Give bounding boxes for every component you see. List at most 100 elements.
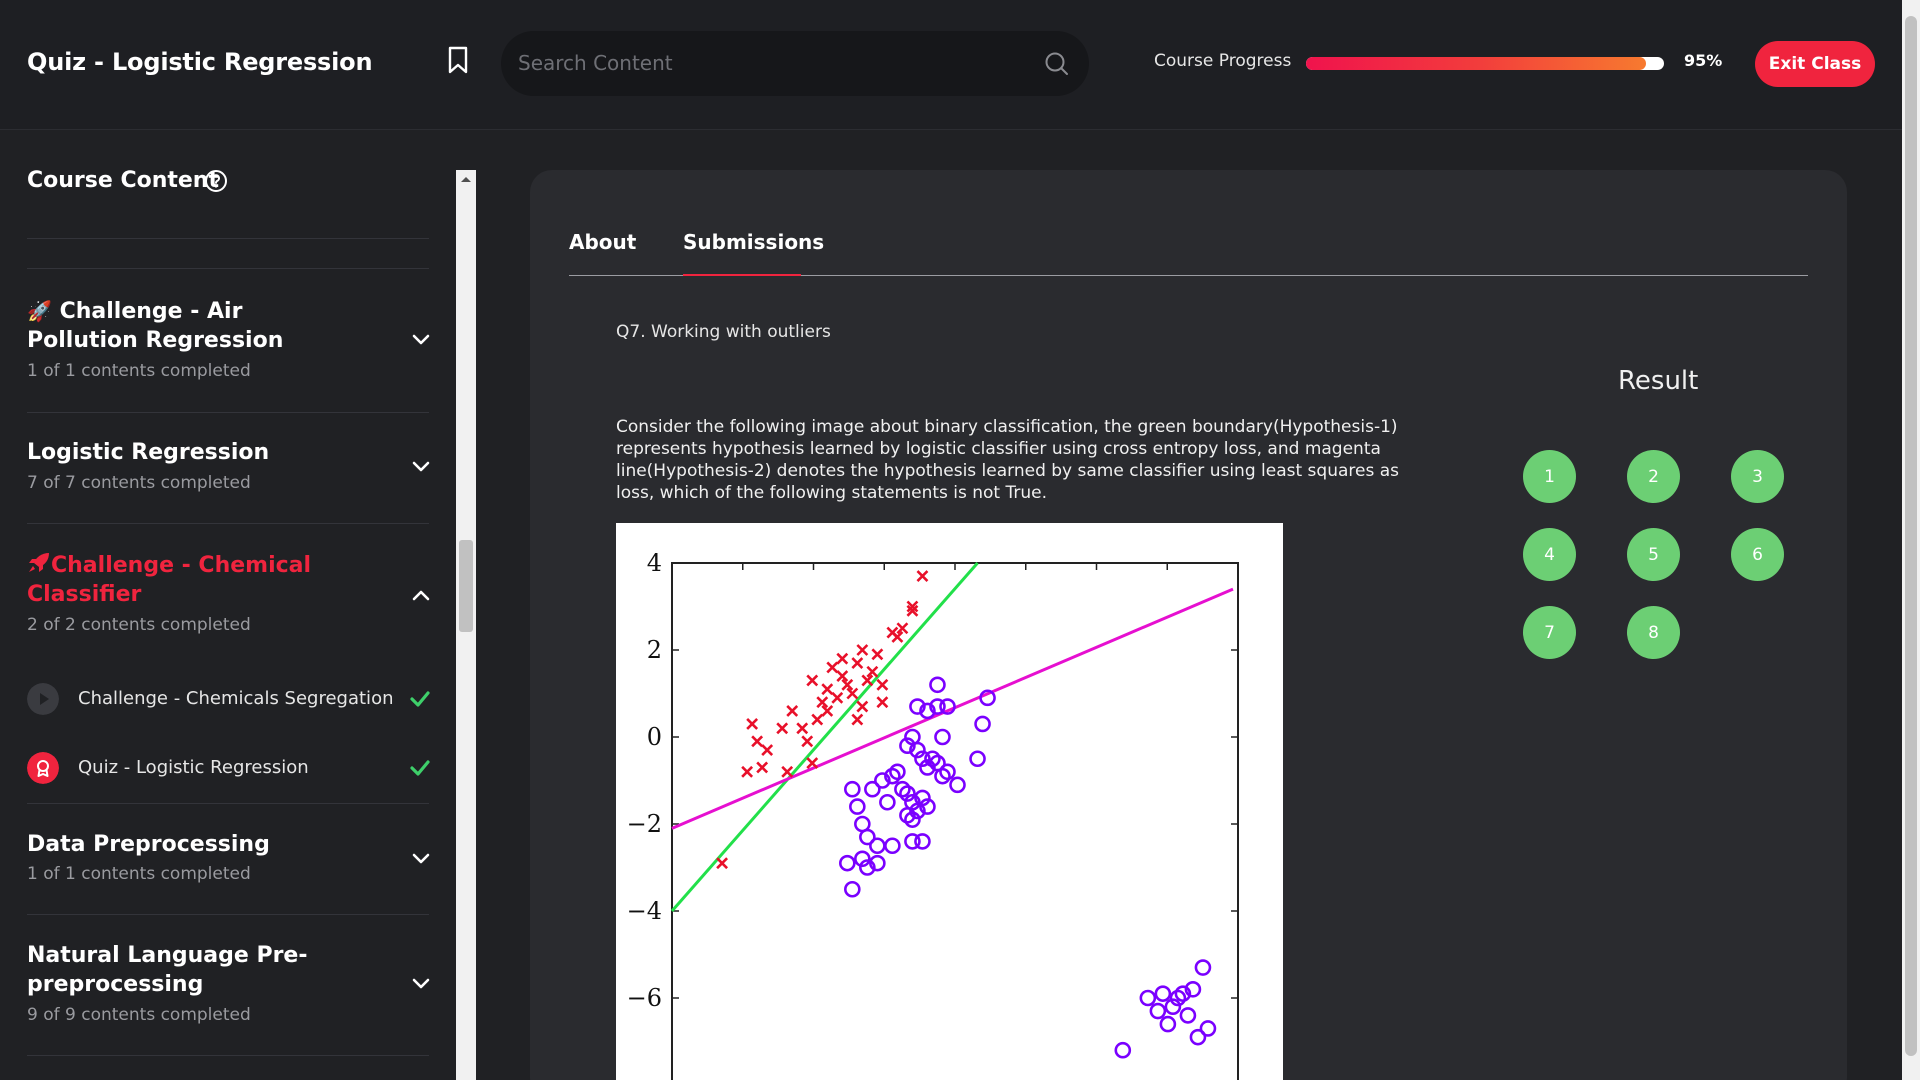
point-x (781, 765, 794, 778)
divider (27, 803, 429, 804)
course-progress-fill (1306, 57, 1647, 70)
point-x (861, 674, 874, 687)
point-o (909, 741, 926, 759)
chevron-up-icon[interactable] (412, 589, 430, 601)
point-o (1189, 1028, 1207, 1046)
point-o (919, 798, 936, 815)
divider (27, 523, 429, 524)
point-x (821, 683, 834, 696)
point-o (849, 798, 866, 815)
search-input[interactable] (501, 31, 1089, 96)
result-question-2[interactable]: 2 (1627, 450, 1680, 503)
course-content-title: Course Content (27, 168, 219, 193)
point-o (939, 698, 956, 715)
chevron-down-icon[interactable] (412, 978, 430, 990)
point-x (856, 644, 869, 656)
award-icon (27, 752, 59, 784)
y-tick-label: −2 (627, 810, 662, 838)
point-o (859, 859, 876, 876)
point-o (1164, 998, 1182, 1016)
section-chemical-classifier[interactable]: Challenge - Chemical Classifier (27, 551, 357, 609)
point-o (1194, 959, 1212, 976)
point-o (1169, 989, 1187, 1007)
bookmark-icon[interactable] (447, 46, 469, 74)
sidebar-scrollbar-thumb[interactable] (459, 540, 473, 632)
divider (27, 268, 429, 269)
divider (27, 238, 429, 239)
point-x (806, 757, 819, 770)
divider (27, 914, 429, 915)
point-x (751, 735, 764, 748)
point-x (846, 687, 859, 700)
result-question-1[interactable]: 1 (1523, 450, 1576, 503)
section-title: Challenge - Chemical Classifier (27, 553, 312, 607)
point-x (916, 570, 929, 582)
y-tick-label: −4 (627, 897, 662, 925)
point-o (924, 750, 941, 768)
point-o (899, 737, 916, 754)
play-icon (27, 683, 59, 715)
point-x (866, 665, 879, 678)
point-o (874, 772, 891, 789)
scroll-up-arrow-icon[interactable] (459, 174, 473, 184)
help-icon[interactable] (204, 169, 228, 193)
search-icon[interactable] (1044, 51, 1070, 77)
exit-class-button[interactable]: Exit Class (1755, 41, 1875, 87)
point-x (741, 765, 754, 778)
point-x (756, 761, 769, 774)
result-question-6[interactable]: 6 (1731, 528, 1784, 581)
chevron-down-icon[interactable] (412, 461, 430, 473)
point-x (851, 657, 864, 669)
check-icon (410, 760, 430, 776)
chevron-down-icon[interactable] (412, 853, 430, 865)
point-o (1184, 980, 1202, 998)
result-question-8[interactable]: 8 (1627, 606, 1680, 659)
section-air-pollution[interactable]: 🚀 Challenge - Air Pollution Regression (27, 297, 357, 355)
section-nlp-preprocessing[interactable]: Natural Language Pre-preprocessing (27, 943, 308, 997)
point-o (869, 854, 886, 872)
point-x (831, 691, 844, 704)
point-o (844, 880, 861, 898)
point-x (856, 700, 869, 713)
point-o (884, 837, 901, 855)
point-x (816, 696, 829, 709)
point-o (899, 806, 916, 824)
point-o (909, 698, 926, 715)
point-o (1179, 1007, 1197, 1024)
section-progress: 9 of 9 contents completed (27, 1005, 251, 1025)
point-o (949, 776, 966, 794)
point-o (919, 759, 936, 776)
y-tick-label: −6 (627, 984, 662, 1012)
tab-about[interactable]: About (569, 230, 637, 254)
rocket-icon (29, 553, 49, 572)
result-question-7[interactable]: 7 (1523, 606, 1576, 659)
question-figure: 4 2 0 −2 −4 −6 (616, 523, 1283, 1080)
section-progress: 7 of 7 contents completed (27, 473, 251, 493)
tab-submissions[interactable]: Submissions (683, 230, 825, 254)
point-x (876, 696, 889, 709)
point-x (851, 713, 864, 726)
lesson-label: Quiz - Logistic Regression (78, 757, 309, 778)
result-question-3[interactable]: 3 (1731, 450, 1784, 503)
result-title: Result (1618, 366, 1699, 396)
chevron-down-icon[interactable] (412, 334, 430, 346)
course-progress-percent: 95% (1684, 51, 1723, 70)
section-data-preprocessing[interactable]: Data Preprocessing (27, 832, 270, 857)
point-x (746, 718, 759, 730)
result-question-5[interactable]: 5 (1627, 528, 1680, 581)
section-logistic-regression[interactable]: Logistic Regression (27, 440, 270, 465)
point-x (796, 722, 809, 735)
point-o (929, 676, 946, 694)
section-title: Challenge - Air Pollution Regression (27, 299, 284, 353)
result-question-4[interactable]: 4 (1523, 528, 1576, 581)
point-o (1159, 1015, 1177, 1033)
tab-divider (569, 275, 1808, 276)
y-tick-label: 0 (647, 723, 662, 751)
point-o (939, 763, 956, 781)
point-x (801, 735, 814, 748)
sidebar (0, 131, 456, 1080)
point-o (1114, 1041, 1132, 1059)
page-scrollbar-thumb[interactable] (1905, 16, 1917, 1056)
point-x (876, 678, 889, 691)
point-x (761, 744, 774, 756)
